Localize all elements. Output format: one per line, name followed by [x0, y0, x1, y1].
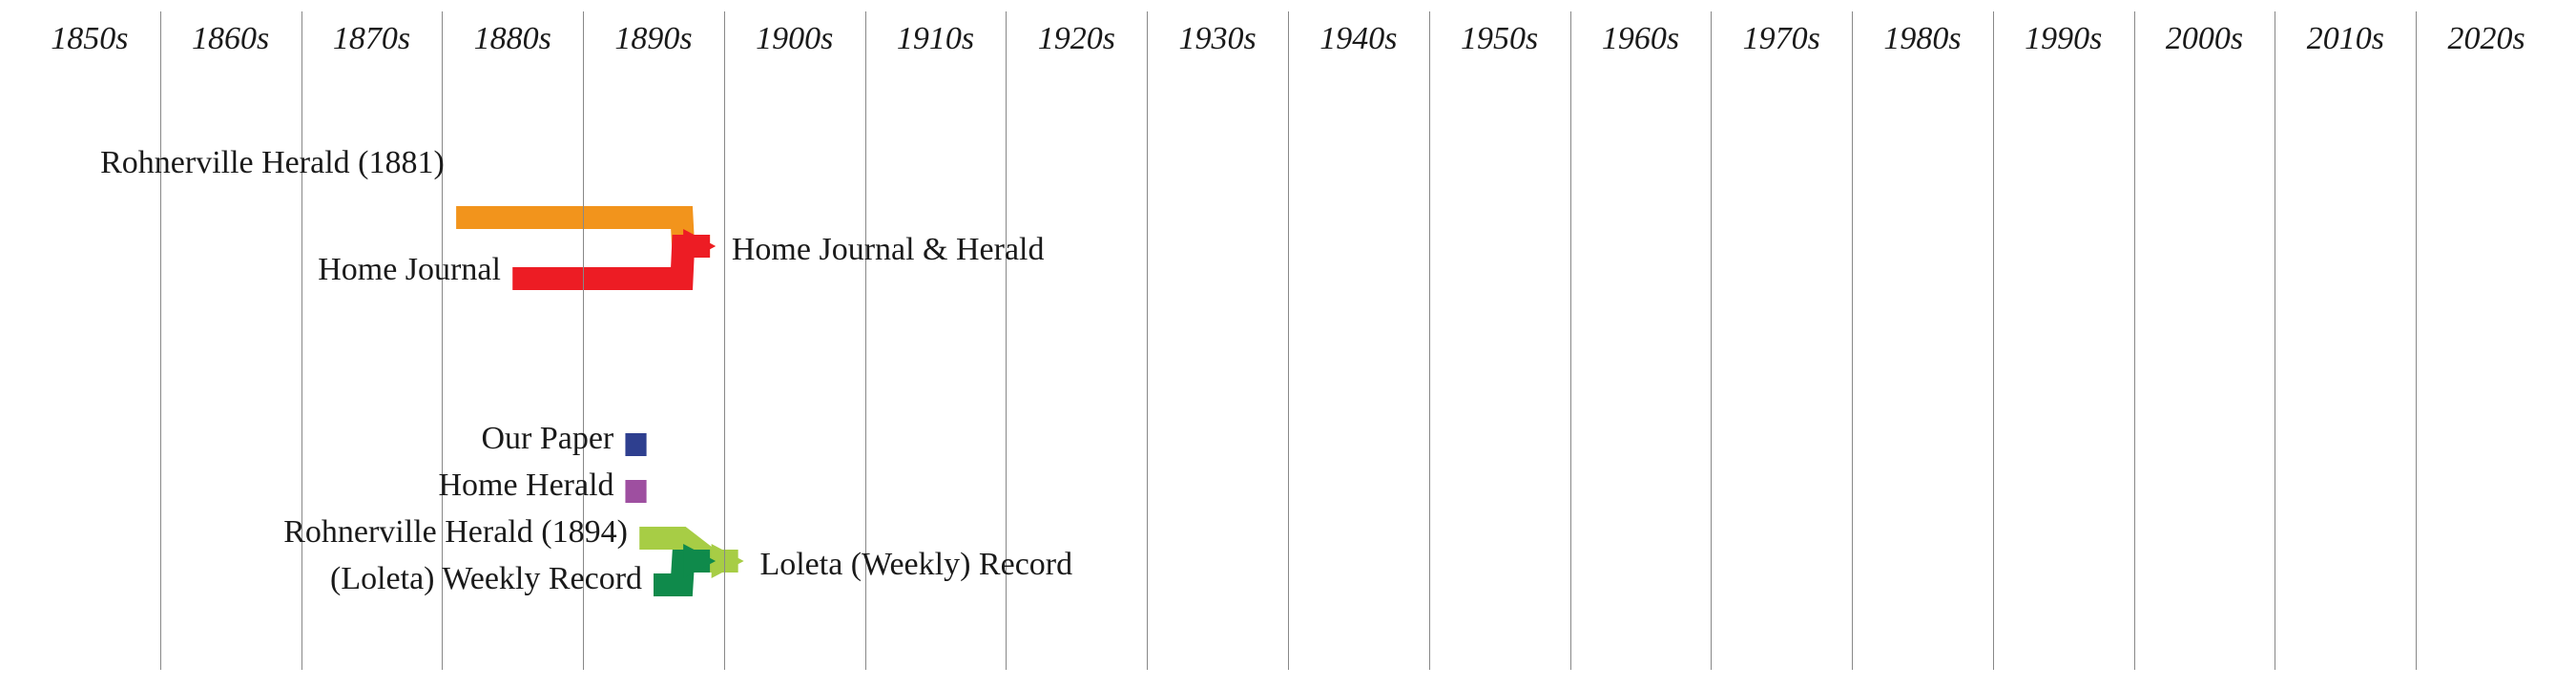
- bar-home-herald: [625, 480, 646, 503]
- gridline: [160, 11, 161, 670]
- gridline: [1711, 11, 1712, 670]
- gridline: [1147, 11, 1148, 670]
- decade-label: 1950s: [1461, 21, 1538, 57]
- decade-label: 1900s: [756, 21, 833, 57]
- bar-home-journal: [512, 246, 710, 279]
- gridline: [1852, 11, 1853, 670]
- item-label-rohnerville-1881: Rohnerville Herald (1881): [100, 145, 445, 181]
- decade-label: 2020s: [2447, 21, 2524, 57]
- decade-label: 1880s: [474, 21, 551, 57]
- gridline: [1570, 11, 1571, 670]
- gridline: [2416, 11, 2417, 670]
- decade-label: 1960s: [1602, 21, 1679, 57]
- gridline: [1288, 11, 1289, 670]
- item-label-loleta-weekly-record-src: (Loleta) Weekly Record: [330, 561, 642, 597]
- decade-label: 1850s: [51, 21, 128, 57]
- decade-label: 1930s: [1178, 21, 1256, 57]
- gridline: [2134, 11, 2135, 670]
- item-label-our-paper: Our Paper: [481, 421, 613, 457]
- decade-label: 1910s: [897, 21, 974, 57]
- gridline: [1993, 11, 1994, 670]
- decade-label: 2000s: [2166, 21, 2243, 57]
- item-label-home-journal-herald: Home Journal & Herald: [732, 232, 1045, 268]
- arrowhead-rohnerville-1894: [712, 544, 744, 578]
- decade-label: 1980s: [1883, 21, 1961, 57]
- arrowhead-home-journal: [683, 229, 716, 263]
- gridline: [724, 11, 725, 670]
- item-label-loleta-weekly-record-out: Loleta (Weekly) Record: [759, 547, 1072, 583]
- decade-label: 1870s: [333, 21, 410, 57]
- timeline-container: 1850s 1860s 1870s 1880s 1890s 1900s 1910s 1920s…: [0, 0, 2576, 687]
- decade-label: 1940s: [1319, 21, 1397, 57]
- decade-label: 1920s: [1038, 21, 1115, 57]
- bar-our-paper: [625, 433, 646, 456]
- item-label-home-journal: Home Journal: [318, 252, 501, 288]
- decade-label: 1990s: [2025, 21, 2102, 57]
- decade-label: 2010s: [2307, 21, 2384, 57]
- decade-label: 1970s: [1743, 21, 1820, 57]
- item-label-rohnerville-1894: Rohnerville Herald (1894): [283, 514, 628, 551]
- decade-label: 1860s: [192, 21, 269, 57]
- gridline: [1429, 11, 1430, 670]
- gridline: [301, 11, 302, 670]
- item-label-home-herald: Home Herald: [438, 468, 613, 504]
- decade-label: 1890s: [614, 21, 692, 57]
